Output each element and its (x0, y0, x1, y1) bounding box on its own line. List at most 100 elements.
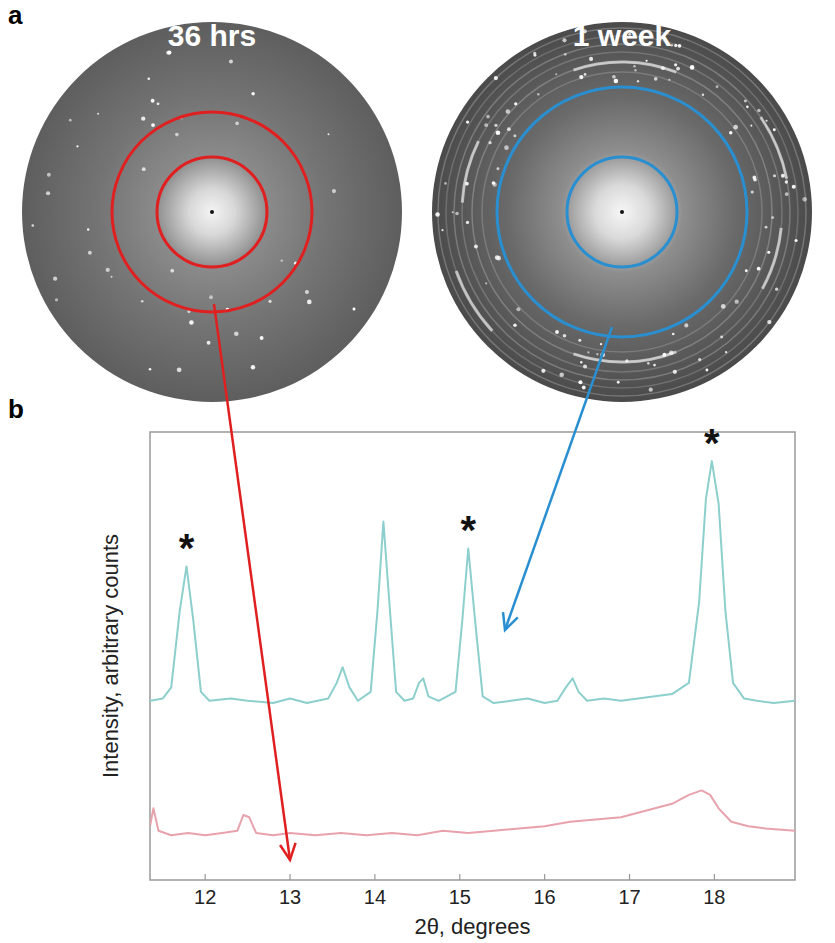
diffraction-spot (496, 130, 501, 135)
diffraction-spot (698, 358, 701, 361)
diffraction-spot (53, 277, 57, 281)
panel-letter: b (8, 394, 24, 424)
diffraction-spot (488, 141, 491, 144)
diffraction-spot (678, 44, 682, 48)
diffraction-spot (735, 299, 739, 303)
diffraction-spot (646, 60, 648, 62)
diffraction-spot (583, 364, 587, 368)
diffraction-spot (662, 353, 666, 357)
diffraction-spot (674, 63, 677, 66)
diffraction-spot (76, 145, 78, 147)
diffraction-spot (771, 216, 774, 219)
diffraction-spot (435, 212, 440, 217)
diffraction-spot (702, 93, 705, 96)
diffraction-spot (674, 44, 677, 47)
diffraction-spot (625, 359, 628, 362)
powder-ring (446, 36, 798, 388)
diffraction-spot (533, 52, 536, 55)
diffraction-spot (234, 331, 239, 336)
diffraction-spot (767, 251, 770, 254)
diffraction-spot (281, 259, 283, 261)
peak-marker: * (179, 526, 195, 570)
x-tick (374, 874, 375, 880)
diffraction-spot (496, 167, 499, 170)
diffraction-spot (235, 122, 239, 126)
x-tick-label: 12 (194, 886, 216, 908)
diffraction-spot (562, 38, 566, 42)
diffraction-spot (668, 79, 670, 81)
diffraction-spot (578, 339, 581, 342)
image-title: 36 hrs (168, 19, 256, 52)
powder-ring (482, 72, 762, 352)
diffraction-spot (465, 182, 469, 186)
diffraction-spot (582, 386, 586, 390)
x-tick-label: 13 (279, 886, 301, 908)
diffraction-spot (672, 333, 675, 336)
powder-arc (574, 62, 677, 72)
powder-ring (438, 28, 806, 396)
diffraction-spot (260, 336, 264, 340)
diffraction-spot (563, 334, 567, 338)
powder-arc (574, 352, 677, 362)
diffraction-spot (106, 268, 110, 272)
diffraction-spot (773, 128, 776, 131)
diffraction-spot (484, 123, 488, 127)
diffraction-spot (555, 73, 557, 75)
diffraction-spot (766, 120, 768, 122)
diffraction-spot (148, 78, 150, 80)
diffraction-spot (647, 362, 650, 365)
diffraction-spot (705, 369, 708, 372)
diffraction-spot (752, 176, 756, 180)
diffraction-spot (757, 109, 760, 112)
diffraction-spot (541, 369, 545, 373)
diffraction-spot (587, 351, 589, 353)
diffraction-spot (142, 167, 146, 171)
diffraction-spot (633, 65, 635, 67)
diffraction-spot (506, 109, 510, 113)
diffraction-spot (596, 353, 598, 355)
x-tick (714, 874, 715, 880)
diffraction-spot (46, 191, 50, 195)
diffraction-spot (580, 361, 582, 363)
diffraction-spot (720, 336, 723, 339)
beam-center (210, 210, 214, 214)
diffraction-spot (352, 307, 355, 310)
diffraction-image (432, 22, 812, 402)
diffraction-spot (684, 323, 688, 327)
diffraction-spot (466, 221, 469, 224)
diffraction-spot (251, 92, 255, 96)
trace (150, 790, 795, 835)
diffraction-spot (492, 182, 496, 186)
diffraction-spot (494, 124, 497, 127)
connector-arrow (214, 304, 296, 860)
x-tick-label: 17 (618, 886, 640, 908)
diffraction-spot (653, 364, 656, 367)
detector-image (432, 22, 812, 402)
x-tick-label: 15 (449, 886, 471, 908)
diffraction-spot (157, 102, 160, 105)
diffraction-spot (251, 365, 255, 369)
diffraction-spot (584, 73, 587, 76)
diffraction-spot (617, 381, 620, 384)
diffraction-spot (504, 145, 509, 150)
diffraction-spot (269, 300, 272, 303)
image-title: 1 week (573, 19, 672, 52)
powder-ring (472, 62, 772, 362)
diffraction-spot (794, 239, 797, 242)
y-axis-title: Intensity, arbitrary counts (98, 534, 123, 778)
diffraction-spot (765, 226, 768, 229)
diffraction-spot (676, 67, 680, 71)
diffraction-spot (466, 121, 469, 124)
diffraction-spot (614, 79, 618, 83)
diffraction-spot (721, 304, 726, 309)
diffraction-spot (189, 320, 194, 325)
diffraction-spot (750, 125, 752, 127)
diffraction-spot (744, 99, 747, 102)
diffraction-spot (97, 113, 99, 115)
ring-marker (567, 157, 677, 267)
diffraction-spot (229, 60, 233, 64)
diffraction-spot (733, 125, 738, 130)
diffraction-spot (444, 182, 447, 185)
diffraction-spot (69, 119, 72, 122)
diffraction-spot (792, 185, 796, 189)
